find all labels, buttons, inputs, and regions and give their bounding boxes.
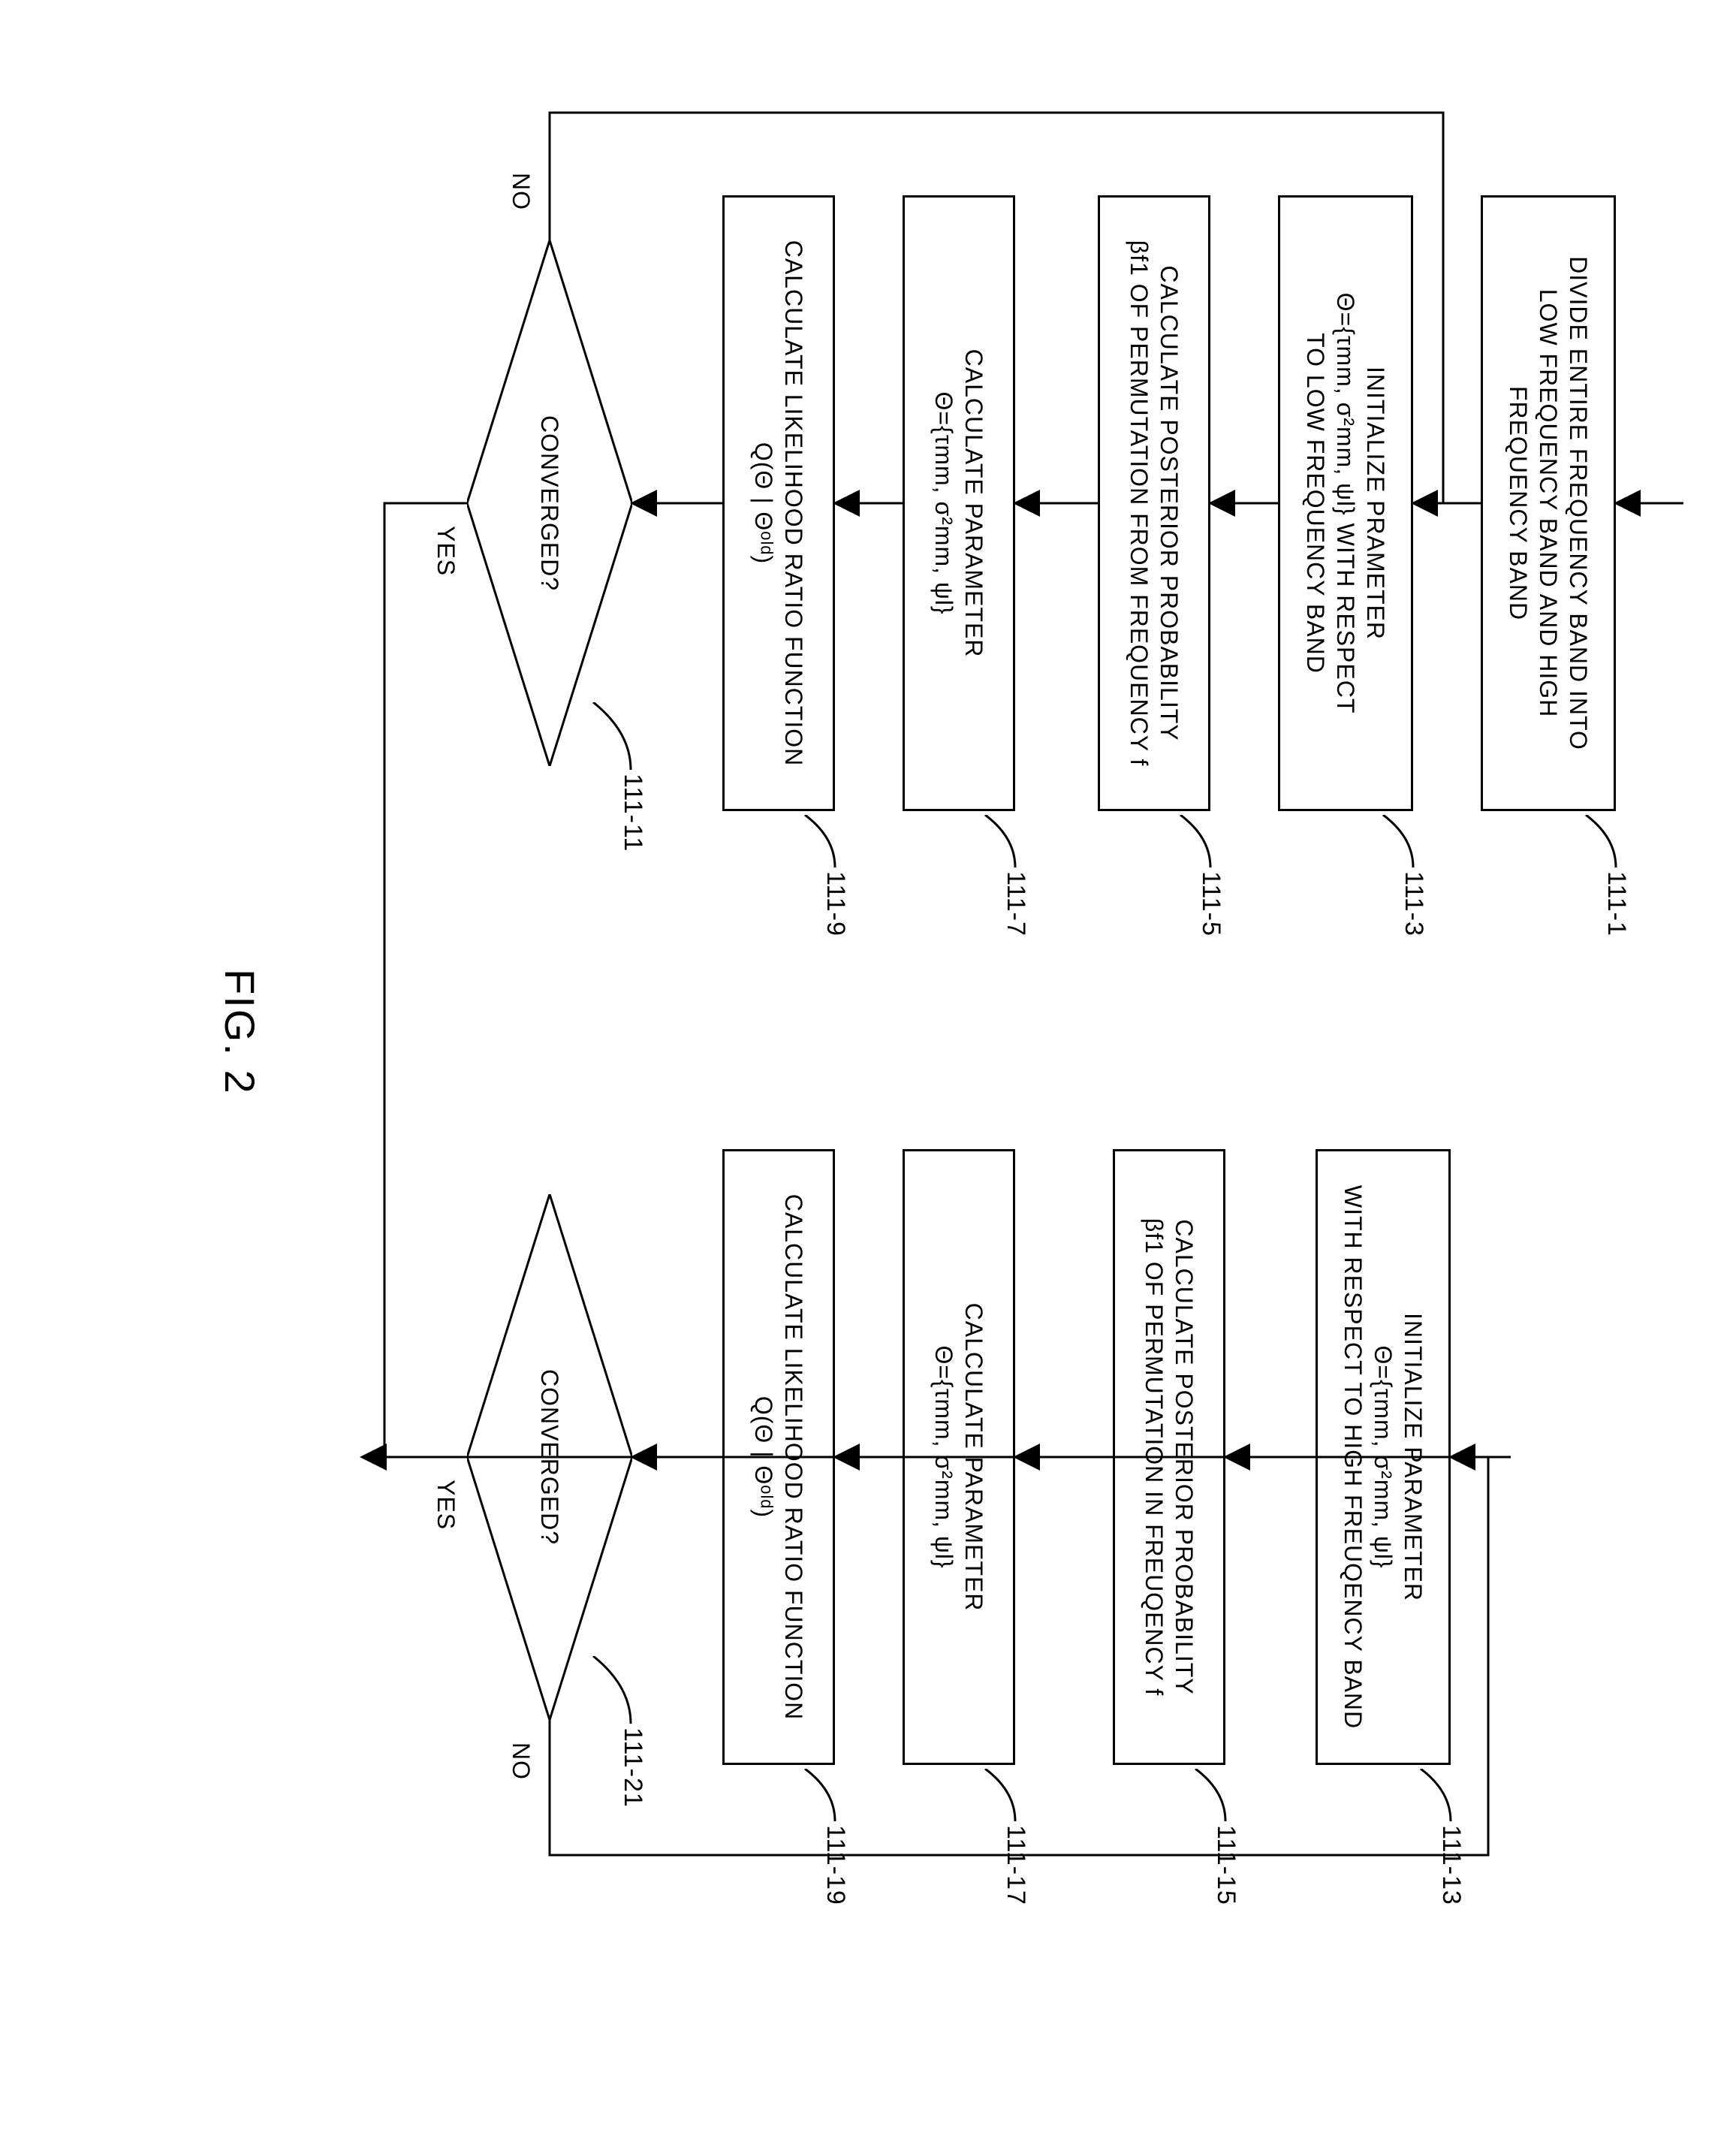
figure-caption: FIG. 2 xyxy=(215,969,264,1095)
